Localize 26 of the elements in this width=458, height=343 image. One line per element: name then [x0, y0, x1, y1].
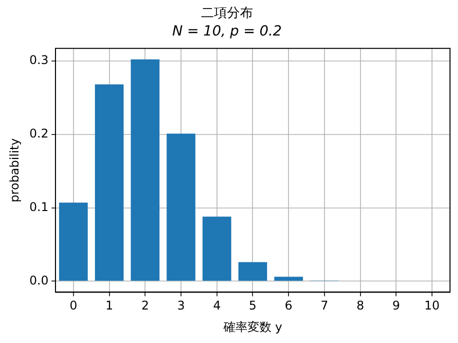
x-tick-label: 2: [141, 298, 149, 313]
bar: [274, 276, 303, 281]
x-tick-label: 3: [177, 298, 185, 313]
bar: [166, 134, 196, 281]
y-tick-label: 0.1: [29, 200, 48, 214]
x-tick-label: 4: [213, 298, 221, 313]
bar: [59, 202, 88, 281]
chart-subtitle: N = 10, p = 0.2: [172, 24, 282, 40]
y-tick-label: 0.0: [29, 273, 48, 288]
x-tick-label: 6: [284, 298, 292, 313]
x-tick-label: 0: [70, 298, 78, 313]
y-tick-label: 0.2: [29, 126, 48, 140]
x-tick-label: 1: [105, 298, 114, 313]
x-tick-label: 8: [356, 298, 364, 313]
bar: [94, 84, 124, 281]
bar: [130, 59, 160, 281]
x-tick-label: 10: [424, 298, 440, 313]
x-tick-label: 5: [248, 298, 257, 313]
bar: [238, 262, 268, 281]
y-axis-title: probability: [7, 138, 22, 202]
chart-title: 二項分布: [201, 6, 253, 22]
bar: [202, 216, 232, 281]
x-tick-label: 7: [320, 298, 328, 313]
y-tick-label: 0.3: [29, 53, 48, 68]
x-tick-label: 9: [392, 298, 400, 313]
x-axis-title: 確率変数 y: [222, 320, 282, 334]
